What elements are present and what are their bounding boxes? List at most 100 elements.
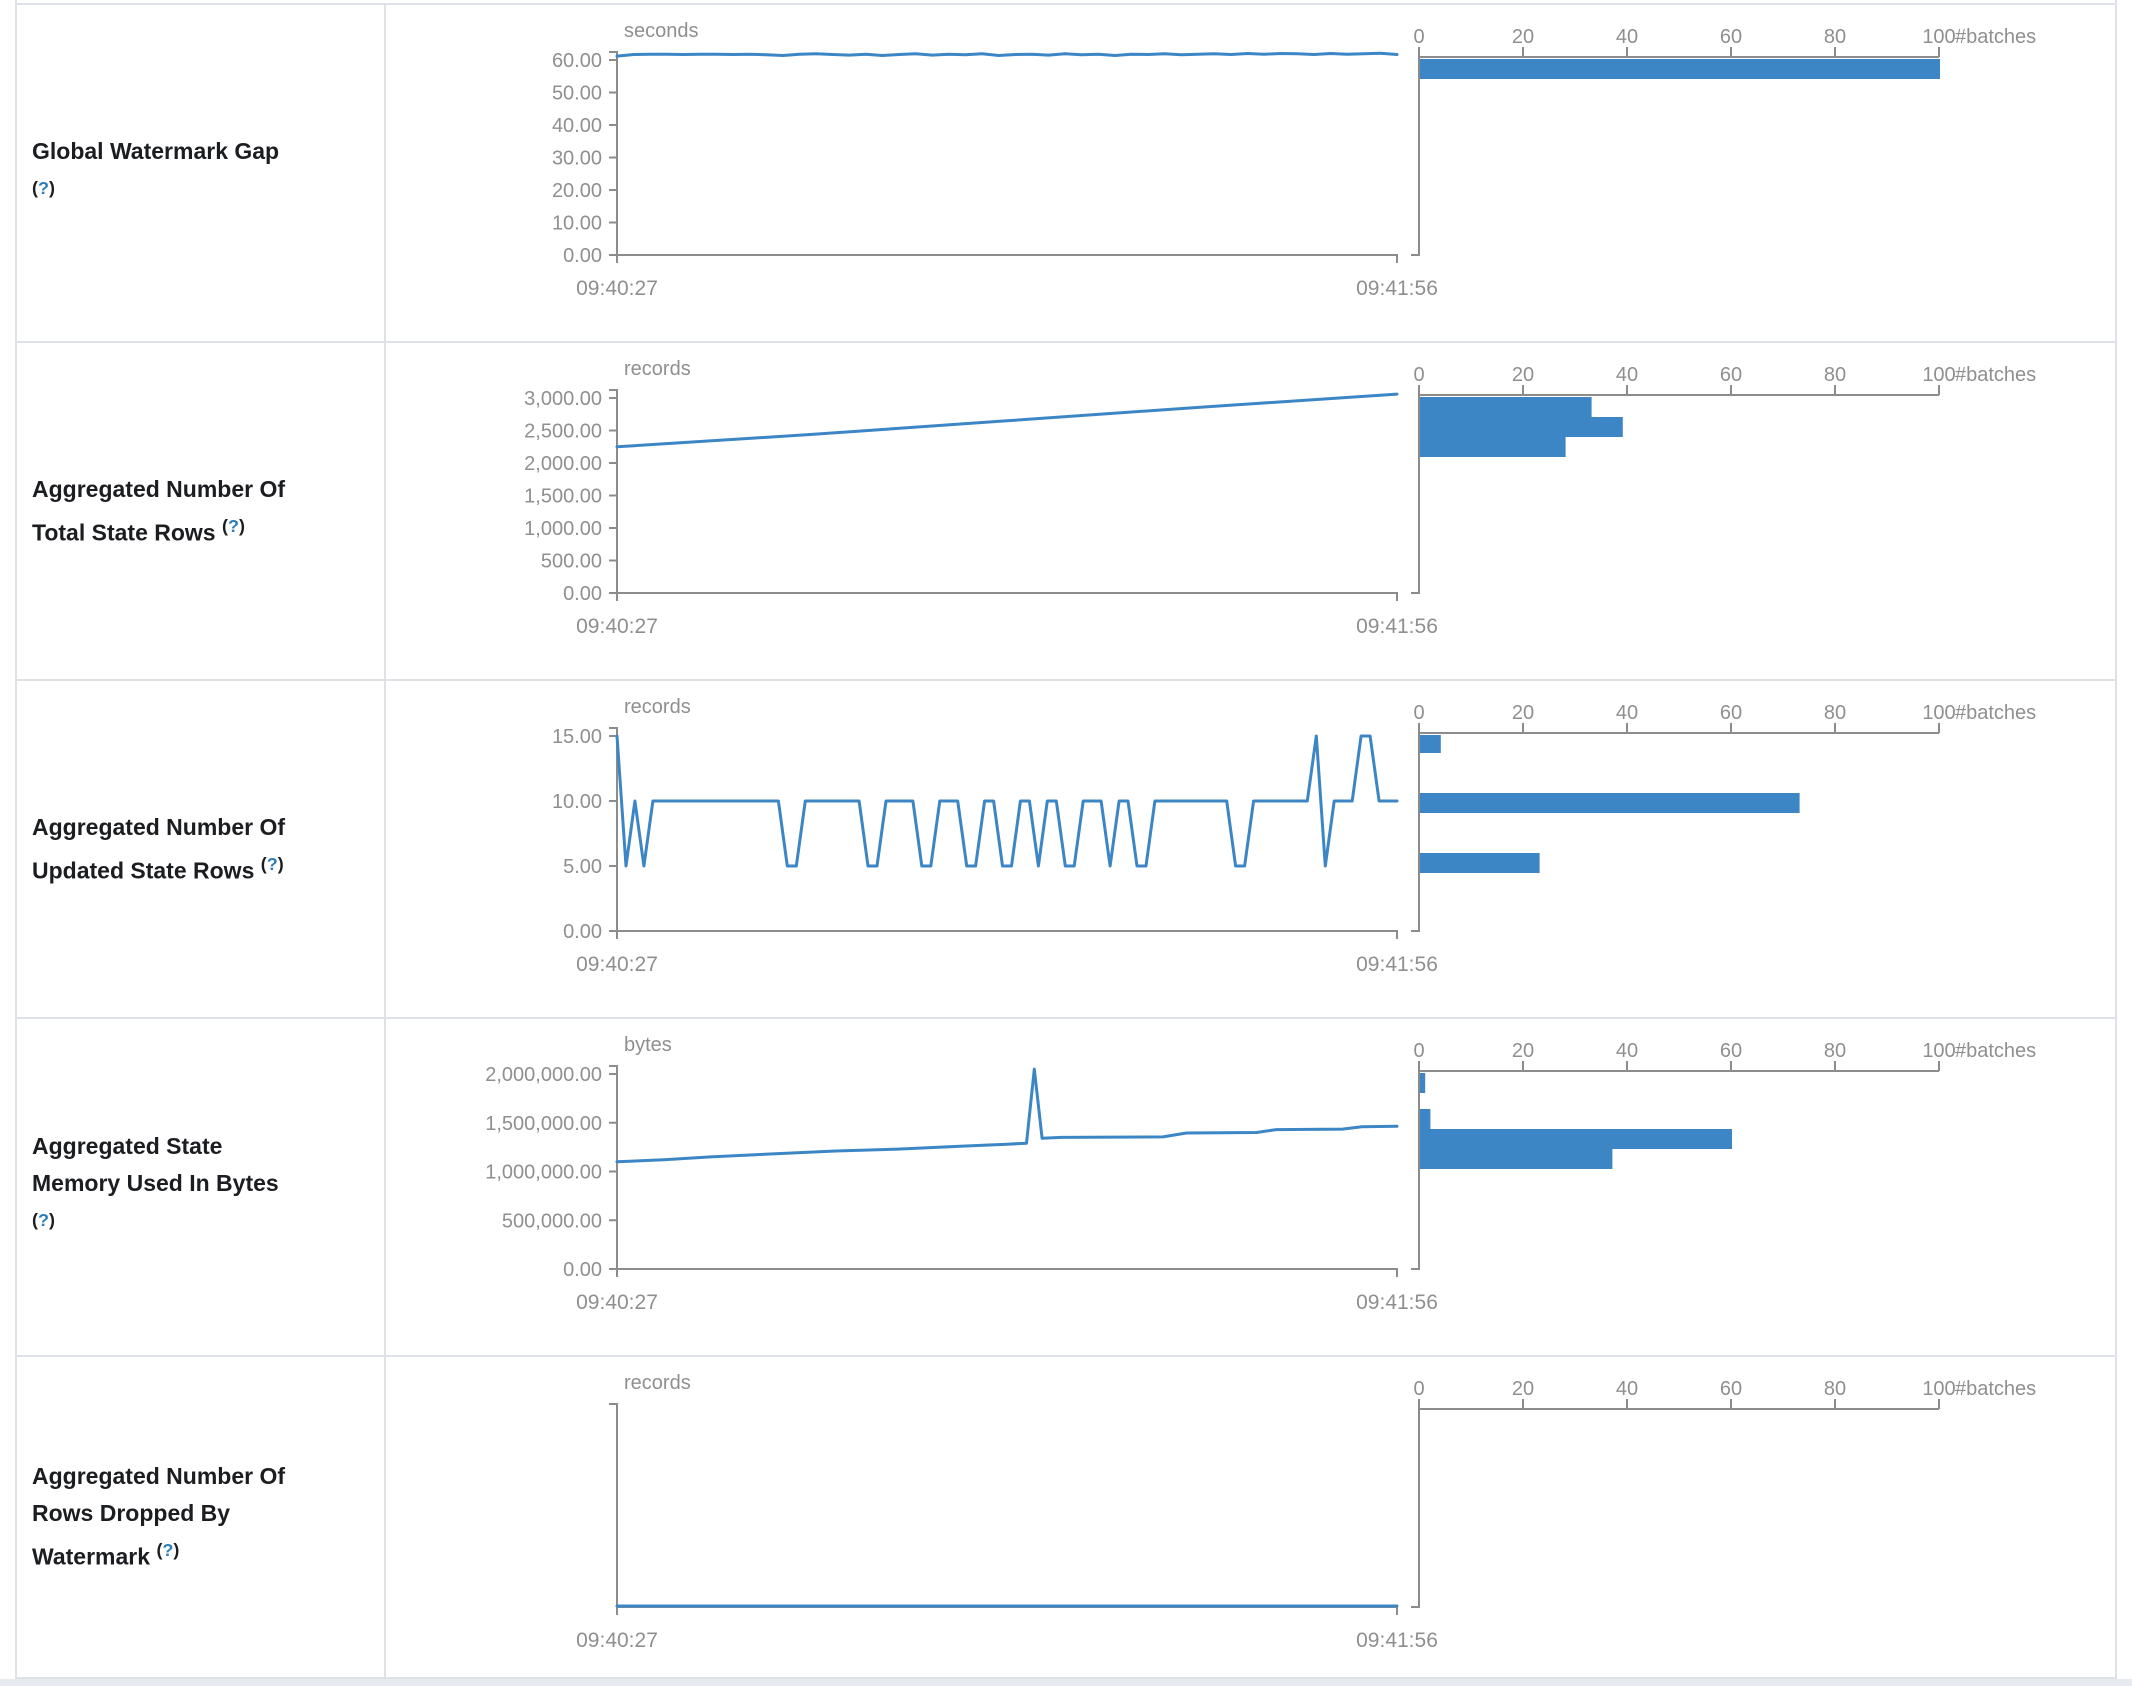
timeline-y-tick-label: 500,000.00 xyxy=(502,1210,602,1232)
timeline-x-end-label: 09:41:56 xyxy=(1356,615,1438,638)
metric-help: (?) xyxy=(32,1210,55,1230)
timeline-unit-label: seconds xyxy=(624,20,699,42)
timeline-x-start-label: 09:40:27 xyxy=(576,277,658,300)
timeline-x-start-label: 09:40:27 xyxy=(576,615,658,638)
metrics-table-row: Aggregated Number Of Total State Rows (?… xyxy=(17,343,2115,681)
histogram-bar xyxy=(1420,397,1592,417)
histogram-chart: 0 20 40 60 80 100 #batches xyxy=(1411,26,2036,256)
histogram-x-tick-label: 40 xyxy=(1616,26,1638,48)
help-paren-close: ) xyxy=(238,515,245,536)
timeline-y-tick-label: 0.00 xyxy=(563,1259,602,1281)
metric-name-text: Aggregated Number Of Rows Dropped By Wat… xyxy=(32,1463,286,1570)
row-charts-svg: records 3,000.00 2,500.00 2,000.00 1,500.00 1… xyxy=(524,358,2036,638)
timeline-series-line xyxy=(615,1067,1399,1164)
timeline-y-axis xyxy=(609,51,618,255)
histogram-x-tick-label: 60 xyxy=(1720,1378,1742,1400)
histogram-bar xyxy=(1420,1149,1613,1169)
timeline-x-axis xyxy=(616,1268,1398,1277)
histogram-x-tick-label: 100 xyxy=(1922,364,1955,386)
histogram-unit-label: #batches xyxy=(1955,702,2036,724)
timeline-x-start-label: 09:40:27 xyxy=(576,953,658,976)
histogram-x-tick-label: 60 xyxy=(1720,26,1742,48)
timeline-y-tick-label: 1,500.00 xyxy=(524,486,602,508)
metric-name-text: Aggregated State Memory Used In Bytes xyxy=(32,1133,279,1197)
timeline-x-axis xyxy=(616,930,1398,939)
help-question-link[interactable]: ? xyxy=(266,853,278,874)
timeline-chart: seconds 60.00 50.00 40.00 30.00 20.00 10.00 0.0… xyxy=(552,20,1438,300)
timeline-x-end-label: 09:41:56 xyxy=(1356,953,1438,976)
histogram-x-tick-label: 100 xyxy=(1922,26,1955,48)
timeline-y-tick-label: 15.00 xyxy=(552,726,602,748)
histogram-unit-label: #batches xyxy=(1955,1378,2036,1400)
histogram-x-tick-label: 40 xyxy=(1616,1378,1638,1400)
histogram-x-tick-label: 0 xyxy=(1413,364,1424,386)
histogram-x-tick-label: 60 xyxy=(1720,702,1742,724)
help-paren-open: ( xyxy=(32,177,38,198)
histogram-x-tick-label: 60 xyxy=(1720,1040,1742,1062)
timeline-y-tick-label: 30.00 xyxy=(552,148,602,170)
histogram-y-axis xyxy=(1411,1071,1420,1270)
charts-cell: records 09:40:27 09:41:56 0 20 40 60 80 100 #batc… xyxy=(386,1357,2115,1677)
histogram-chart: 0 20 40 60 80 100 #batches xyxy=(1411,702,2036,932)
metric-label-cell: Aggregated Number Of Total State Rows (?… xyxy=(17,343,386,679)
help-question-link[interactable]: ? xyxy=(37,177,49,198)
histogram-y-axis xyxy=(1411,57,1420,256)
timeline-x-axis xyxy=(616,1606,1398,1615)
histogram-chart: 0 20 40 60 80 100 #batches xyxy=(1411,1378,2036,1608)
histogram-unit-label: #batches xyxy=(1955,26,2036,48)
histogram-x-tick-label: 0 xyxy=(1413,1040,1424,1062)
timeline-y-axis xyxy=(609,727,618,931)
timeline-unit-label: records xyxy=(624,358,691,380)
metric-label: Global Watermark Gap (?) xyxy=(17,133,300,214)
histogram-x-tick-label: 80 xyxy=(1824,364,1846,386)
metric-name-text: Aggregated Number Of Updated State Rows xyxy=(32,813,286,884)
help-paren-close: ) xyxy=(277,853,284,874)
histogram-unit-label: #batches xyxy=(1955,364,2036,386)
histogram-x-tick-label: 100 xyxy=(1922,702,1955,724)
help-question-link[interactable]: ? xyxy=(227,515,239,536)
timeline-y-tick-label: 10.00 xyxy=(552,791,602,813)
metric-name-text: Global Watermark Gap xyxy=(32,137,280,164)
histogram-unit-label: #batches xyxy=(1955,1040,2036,1062)
metric-help: (?) xyxy=(222,516,245,536)
previous-row-sliver xyxy=(17,0,2115,5)
histogram-x-tick-label: 60 xyxy=(1720,364,1742,386)
timeline-y-tick-label: 0.00 xyxy=(563,921,602,943)
help-question-link[interactable]: ? xyxy=(37,1210,49,1231)
histogram-x-tick-label: 0 xyxy=(1413,1378,1424,1400)
charts-cell: records 15.00 10.00 5.00 0.00 09:40:27 09:41:5… xyxy=(386,681,2115,1017)
metric-help: (?) xyxy=(156,1540,179,1560)
help-paren-close: ) xyxy=(48,177,55,198)
timeline-y-axis xyxy=(609,389,618,593)
help-paren-open: ( xyxy=(260,853,267,874)
timeline-x-start-label: 09:40:27 xyxy=(576,1629,658,1652)
timeline-y-tick-label: 50.00 xyxy=(552,83,602,105)
timeline-y-tick-label: 20.00 xyxy=(552,180,602,202)
help-question-link[interactable]: ? xyxy=(162,1540,174,1561)
histogram-x-tick-label: 100 xyxy=(1922,1040,1955,1062)
histogram-x-tick-label: 20 xyxy=(1512,26,1534,48)
histogram-x-tick-label: 80 xyxy=(1824,1378,1846,1400)
histogram-bar xyxy=(1420,417,1623,437)
row-charts-svg: records 09:40:27 09:41:56 0 20 40 60 80 100 #batc… xyxy=(576,1372,2036,1652)
histogram-bar xyxy=(1420,793,1800,813)
timeline-y-tick-label: 2,000.00 xyxy=(524,453,602,475)
metric-label-cell: Aggregated State Memory Used In Bytes (?… xyxy=(17,1019,386,1355)
histogram-x-tick-label: 40 xyxy=(1616,702,1638,724)
help-paren-close: ) xyxy=(48,1210,55,1231)
metric-label-cell: Aggregated Number Of Updated State Rows … xyxy=(17,681,386,1017)
metrics-table-row: Aggregated Number Of Updated State Rows … xyxy=(17,681,2115,1019)
row-charts-svg: seconds 60.00 50.00 40.00 30.00 20.00 10.00 0.0… xyxy=(552,20,2036,300)
page-background-strip xyxy=(0,1679,2132,1686)
metric-label-cell: Global Watermark Gap (?) xyxy=(17,5,386,341)
histogram-y-axis xyxy=(1411,1409,1420,1608)
timeline-unit-label: records xyxy=(624,696,691,718)
histogram-x-tick-label: 40 xyxy=(1616,1040,1638,1062)
timeline-y-tick-label: 3,000.00 xyxy=(524,388,602,410)
timeline-x-end-label: 09:41:56 xyxy=(1356,277,1438,300)
timeline-chart: records 09:40:27 09:41:56 xyxy=(576,1372,1438,1652)
row-charts-svg: records 15.00 10.00 5.00 0.00 09:40:27 09:41:5… xyxy=(552,696,2036,976)
timeline-series-line xyxy=(615,392,1399,449)
metric-help: (?) xyxy=(261,854,284,874)
metric-label: Aggregated Number Of Updated State Rows … xyxy=(17,809,300,890)
